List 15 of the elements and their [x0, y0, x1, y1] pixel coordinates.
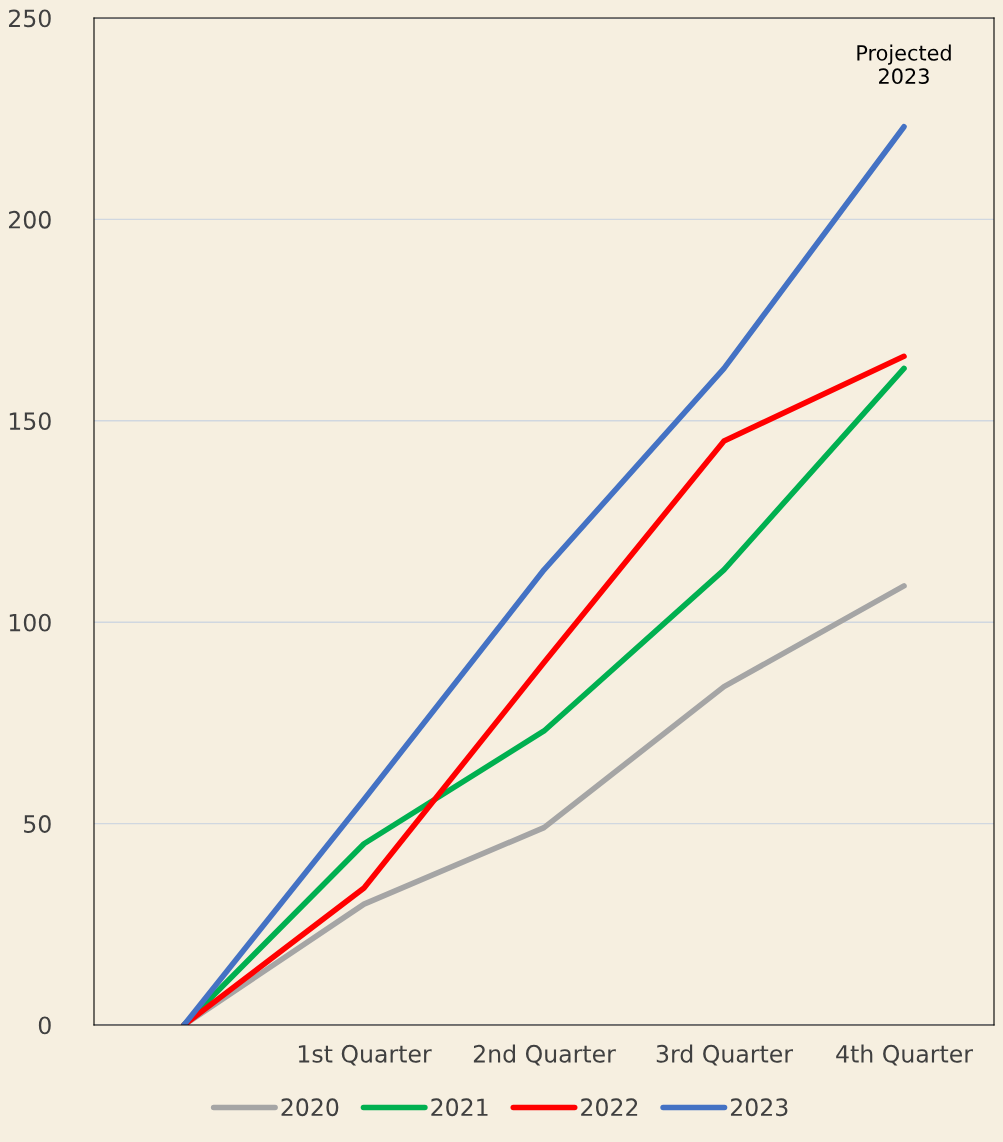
y-tick-label: 150	[9, 412, 51, 431]
y-tick-label: 200	[9, 210, 51, 229]
x-tick-label: 4th Quarter	[836, 1044, 973, 1066]
x-tick-label: 2nd Quarter	[473, 1044, 616, 1066]
legend-label: 2021	[431, 1098, 488, 1117]
y-tick-label: 100	[9, 613, 51, 632]
x-tick-label: 3rd Quarter	[656, 1044, 794, 1066]
y-tick-label: 250	[9, 9, 51, 28]
annotation: Projected 2023	[857, 44, 951, 85]
legend-label: 2023	[730, 1098, 788, 1117]
legend-label: 2020	[281, 1098, 339, 1117]
y-tick-label: 50	[24, 815, 51, 833]
x-tick-label: 1st Quarter	[298, 1044, 432, 1066]
legend-label: 2022	[581, 1098, 638, 1117]
y-tick-label: 0	[38, 1016, 51, 1035]
